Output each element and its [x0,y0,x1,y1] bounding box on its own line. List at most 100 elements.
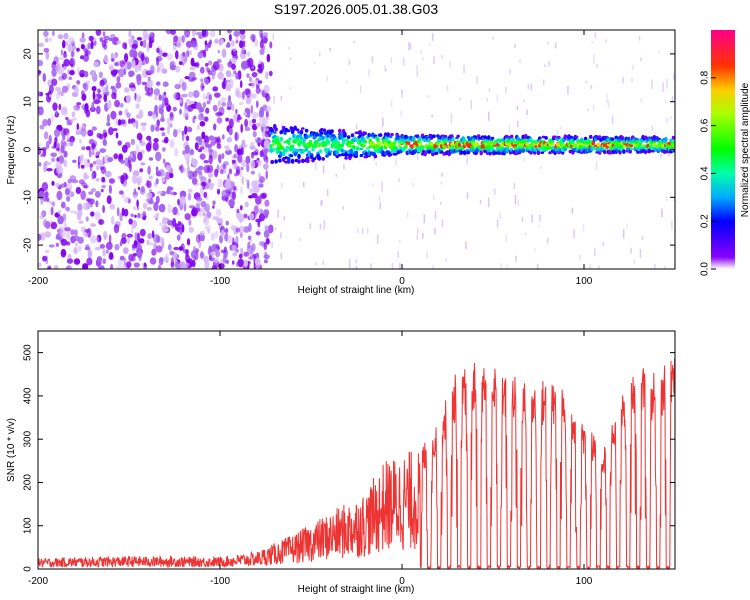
noise-blob [191,260,196,268]
noise-blob [48,37,52,42]
signal-cell [471,139,476,143]
x-tick-label: 0 [399,276,405,287]
signal-cell [287,139,291,146]
noise-blob [188,219,192,226]
noise-blob [56,62,61,69]
noise-blob [190,209,196,217]
noise-blob [56,190,63,201]
noise-blob [66,206,70,212]
signal-cell [325,154,329,158]
noise-blob [197,51,204,59]
noise-streak [390,100,393,107]
signal-cell [278,158,282,163]
noise-blob [61,72,68,80]
signal-cell [270,160,275,164]
signal-cell [588,134,593,139]
noise-blob [247,235,252,240]
noise-blob [167,220,174,226]
noise-blob [83,174,90,180]
noise-streak [487,197,490,208]
noise-blob [162,147,166,152]
noise-blob [263,163,269,170]
noise-blob [99,166,104,170]
noise-streak [378,195,381,202]
noise-blob [261,123,265,128]
noise-blob [182,248,189,254]
signal-cell [290,146,295,152]
noise-blob [165,164,171,171]
noise-blob [67,43,73,53]
noise-blob [63,141,67,148]
signal-cell [349,149,354,154]
noise-blob [96,256,103,263]
noise-blob [94,211,101,221]
noise-blob [93,99,100,105]
signal-cell [363,131,368,136]
noise-blob [250,160,256,170]
noise-blob [124,142,131,149]
noise-blob [60,238,68,246]
noise-blob [84,103,89,112]
noise-blob [107,157,114,163]
noise-streak [372,183,374,187]
noise-blob [95,200,99,208]
snr-y-ticks: 0 100 200 300 400 500 [23,344,675,572]
noise-blob [115,82,122,89]
noise-blob [231,244,237,252]
noise-blob [169,123,173,128]
noise-blob [60,106,68,116]
noise-blob [210,232,215,241]
noise-blob [126,261,132,268]
signal-cell [359,147,364,151]
noise-blob [134,232,138,241]
noise-blob [229,118,234,129]
noise-streak [530,83,532,91]
noise-blob [181,131,185,142]
signal-cell [602,149,607,155]
noise-blob [51,114,55,123]
noise-streak [640,98,643,103]
noise-blob [175,50,179,60]
noise-blob [243,226,250,233]
noise-blob [136,175,143,184]
noise-streak [630,247,632,254]
noise-blob [142,39,147,49]
signal-cell [271,143,276,146]
noise-blob [235,166,241,174]
noise-blob [218,263,225,269]
signal-cell [287,129,291,133]
noise-blob [245,178,248,182]
noise-streak [514,194,517,205]
noise-blob [127,155,132,164]
noise-streak [357,227,359,234]
signal-cell [320,131,324,135]
noise-blob [88,35,94,42]
noise-blob [165,30,173,35]
noise-streak [547,41,549,45]
noise-blob [69,70,75,76]
signal-cell [596,142,601,147]
noise-blob [169,139,175,149]
noise-blob [208,94,212,101]
noise-blob [38,162,42,167]
noise-blob [77,203,83,212]
noise-streak [299,143,302,153]
noise-streak [355,266,358,269]
noise-blob [158,50,163,57]
noise-streak [622,229,625,239]
signal-cell [281,125,286,129]
noise-blob [79,139,82,144]
noise-streak [517,120,519,128]
noise-blob [241,176,245,185]
signal-cell [299,129,304,135]
noise-blob [235,248,240,253]
noise-blob [250,170,255,175]
x-tick-label: -200 [28,276,48,287]
noise-blob [236,148,242,156]
noise-blob [42,255,47,262]
noise-blob [67,37,75,44]
noise-blob [43,131,49,140]
signal-cell [313,144,318,149]
noise-streak [488,87,491,92]
signal-cell [420,145,425,150]
